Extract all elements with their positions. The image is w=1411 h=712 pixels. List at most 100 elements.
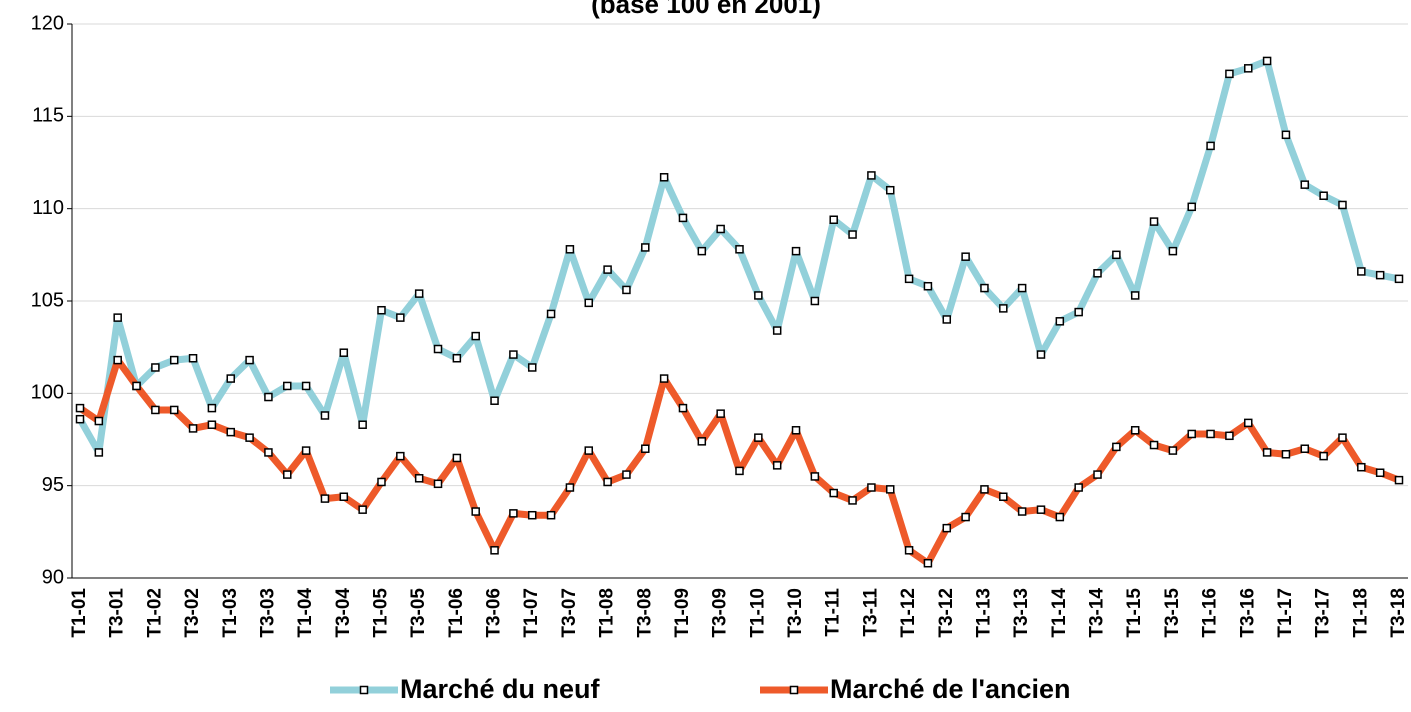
- point-marker: [358, 420, 367, 429]
- x-tick-label: T1-06: [446, 588, 467, 638]
- point-marker: [1394, 475, 1404, 485]
- point-marker: [1168, 246, 1178, 256]
- point-marker: [1206, 141, 1215, 151]
- legend-item: Marché du neuf: [330, 674, 601, 704]
- x-tick-label: T1-14: [1049, 588, 1070, 638]
- point-marker: [527, 510, 537, 520]
- point-marker: [320, 494, 330, 503]
- point-marker: [414, 474, 424, 483]
- point-marker: [1338, 433, 1347, 442]
- x-tick-label: T1-17: [1275, 588, 1296, 638]
- point-marker: [1319, 451, 1328, 461]
- point-marker: [772, 326, 782, 335]
- x-tick-label: T3-04: [333, 588, 354, 638]
- x-tick-label: T3-07: [559, 588, 580, 638]
- point-marker: [527, 363, 537, 372]
- point-marker: [735, 466, 744, 476]
- x-tick-label: T1-12: [898, 588, 919, 638]
- x-tick-label: T3-10: [785, 588, 806, 638]
- point-marker: [1093, 269, 1102, 278]
- point-marker: [1225, 69, 1234, 79]
- point-marker: [1357, 462, 1366, 472]
- y-tick-label: 90: [42, 566, 64, 588]
- x-tick-label: T1-02: [144, 588, 165, 638]
- x-tick-label: T1-11: [823, 588, 844, 637]
- point-marker: [396, 313, 405, 322]
- point-marker: [999, 304, 1008, 313]
- point-marker: [264, 392, 273, 402]
- point-marker: [471, 331, 480, 341]
- legend-marker: [789, 685, 799, 695]
- point-marker: [452, 453, 462, 463]
- point-marker: [980, 485, 989, 494]
- point-marker: [1187, 429, 1196, 439]
- point-marker: [1281, 450, 1291, 459]
- point-marker: [1206, 429, 1215, 439]
- point-marker: [339, 348, 349, 357]
- point-marker: [678, 213, 688, 223]
- point-marker: [169, 405, 179, 415]
- point-marker: [1262, 448, 1272, 457]
- point-marker: [132, 381, 141, 391]
- point-marker: [245, 355, 254, 365]
- point-marker: [207, 420, 217, 429]
- point-marker: [622, 470, 631, 479]
- x-tick-label: T1-16: [1200, 588, 1221, 638]
- point-marker: [1130, 291, 1140, 300]
- point-marker: [226, 427, 235, 437]
- point-marker: [754, 291, 763, 300]
- x-tick-label: T1-10: [747, 588, 768, 638]
- x-tick-label: T3-14: [1087, 588, 1108, 638]
- point-marker: [1036, 505, 1046, 514]
- point-marker: [1300, 180, 1310, 189]
- point-marker: [1225, 431, 1234, 441]
- point-marker: [980, 283, 989, 293]
- point-marker: [490, 546, 499, 555]
- point-marker: [1093, 470, 1102, 479]
- point-marker: [565, 245, 575, 254]
- point-marker: [1055, 512, 1065, 522]
- point-marker: [94, 448, 104, 457]
- point-marker: [904, 274, 914, 284]
- point-marker: [791, 246, 801, 256]
- x-tick-label: T1-15: [1124, 588, 1145, 638]
- point-marker: [1357, 267, 1366, 276]
- point-marker: [151, 405, 160, 415]
- point-marker: [75, 414, 85, 424]
- point-marker: [735, 245, 744, 254]
- x-tick-label: T1-05: [371, 588, 392, 638]
- point-marker: [1394, 274, 1404, 284]
- point-marker: [1281, 130, 1291, 140]
- x-tick-label: T3-15: [1162, 588, 1183, 638]
- x-tick-label: T1-18: [1350, 588, 1371, 638]
- x-tick-label: T3-05: [408, 588, 429, 638]
- point-marker: [829, 488, 838, 498]
- point-marker: [1244, 64, 1253, 73]
- point-marker: [490, 396, 499, 405]
- point-marker: [716, 409, 725, 418]
- x-tick-label: T3-13: [1011, 588, 1032, 638]
- point-marker: [1017, 507, 1027, 516]
- point-marker: [264, 448, 273, 457]
- point-marker: [75, 403, 85, 413]
- point-marker: [1074, 307, 1083, 317]
- x-tick-label: T1-13: [973, 588, 994, 638]
- legend-marker: [359, 685, 369, 695]
- point-marker: [433, 344, 443, 354]
- x-tick-label: T3-06: [484, 588, 505, 638]
- point-marker: [1187, 202, 1196, 212]
- point-marker: [622, 285, 631, 295]
- point-marker: [1319, 191, 1328, 200]
- y-tick-label: 100: [31, 382, 64, 404]
- point-marker: [810, 296, 820, 306]
- point-marker: [923, 281, 933, 291]
- point-marker: [1112, 442, 1121, 452]
- point-marker: [942, 523, 952, 533]
- x-tick-label: T3-08: [634, 588, 655, 638]
- point-marker: [716, 224, 725, 234]
- legend-item: Marché de l'ancien: [760, 674, 1071, 704]
- point-marker: [584, 446, 594, 455]
- point-marker: [339, 492, 349, 501]
- legend-label: Marché de l'ancien: [830, 674, 1071, 704]
- y-tick-label: 105: [31, 289, 64, 311]
